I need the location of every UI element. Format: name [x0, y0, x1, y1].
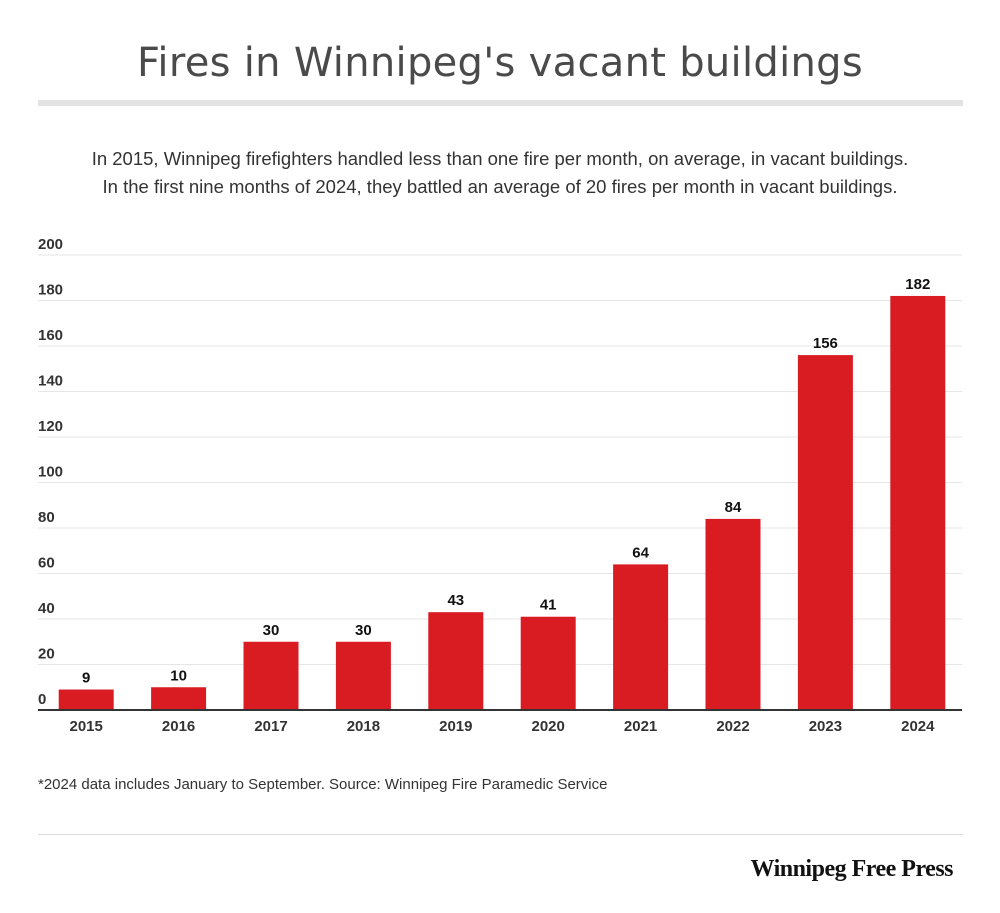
x-tick-label: 2017 — [254, 718, 287, 735]
bar — [428, 612, 484, 710]
x-tick-label: 2022 — [716, 718, 749, 735]
subtitle-line-1: In 2015, Winnipeg firefighters handled l… — [91, 148, 909, 169]
x-tick-label: 2020 — [532, 718, 565, 735]
data-label: 9 — [82, 670, 90, 687]
chart-title: Fires in Winnipeg's vacant buildings — [137, 40, 863, 86]
x-tick-label: 2016 — [162, 718, 195, 735]
bar — [613, 564, 669, 710]
x-tick-label: 2021 — [624, 718, 657, 735]
footnote: *2024 data includes January to September… — [38, 776, 608, 793]
subtitle-line-2: In the first nine months of 2024, they b… — [102, 176, 898, 197]
data-label: 84 — [725, 499, 742, 516]
y-tick-label: 160 — [38, 327, 63, 344]
bar — [890, 295, 946, 710]
bar — [335, 641, 391, 710]
y-tick-label: 200 — [38, 236, 63, 253]
brand-logo: Winnipeg Free Press — [750, 856, 954, 882]
data-label: 182 — [905, 276, 930, 293]
bar — [520, 616, 576, 710]
footer-divider — [38, 834, 963, 835]
bar — [705, 518, 761, 710]
data-label: 30 — [355, 622, 372, 639]
x-tick-label: 2023 — [809, 718, 842, 735]
x-tick-label: 2024 — [901, 718, 935, 735]
y-tick-label: 60 — [38, 555, 55, 572]
x-tick-label: 2018 — [347, 718, 380, 735]
y-tick-label: 40 — [38, 600, 55, 617]
data-label: 30 — [263, 622, 280, 639]
x-tick-label: 2019 — [439, 718, 472, 735]
data-label: 156 — [813, 335, 838, 352]
y-tick-label: 180 — [38, 282, 63, 299]
chart-subtitle: In 2015, Winnipeg firefighters handled l… — [20, 145, 980, 201]
bar — [243, 641, 299, 710]
bar — [58, 689, 114, 710]
y-tick-label: 100 — [38, 464, 63, 481]
bar — [151, 687, 207, 710]
y-tick-label: 140 — [38, 373, 63, 390]
y-tick-label: 120 — [38, 418, 63, 435]
title-divider — [38, 100, 963, 106]
data-label: 10 — [170, 667, 187, 684]
data-label: 41 — [540, 597, 557, 614]
y-tick-label: 20 — [38, 646, 55, 663]
data-label: 43 — [447, 592, 464, 609]
bar — [797, 355, 853, 710]
data-label: 64 — [632, 544, 649, 561]
y-tick-label: 80 — [38, 509, 55, 526]
x-tick-label: 2015 — [70, 718, 103, 735]
y-tick-label: 0 — [38, 691, 46, 708]
